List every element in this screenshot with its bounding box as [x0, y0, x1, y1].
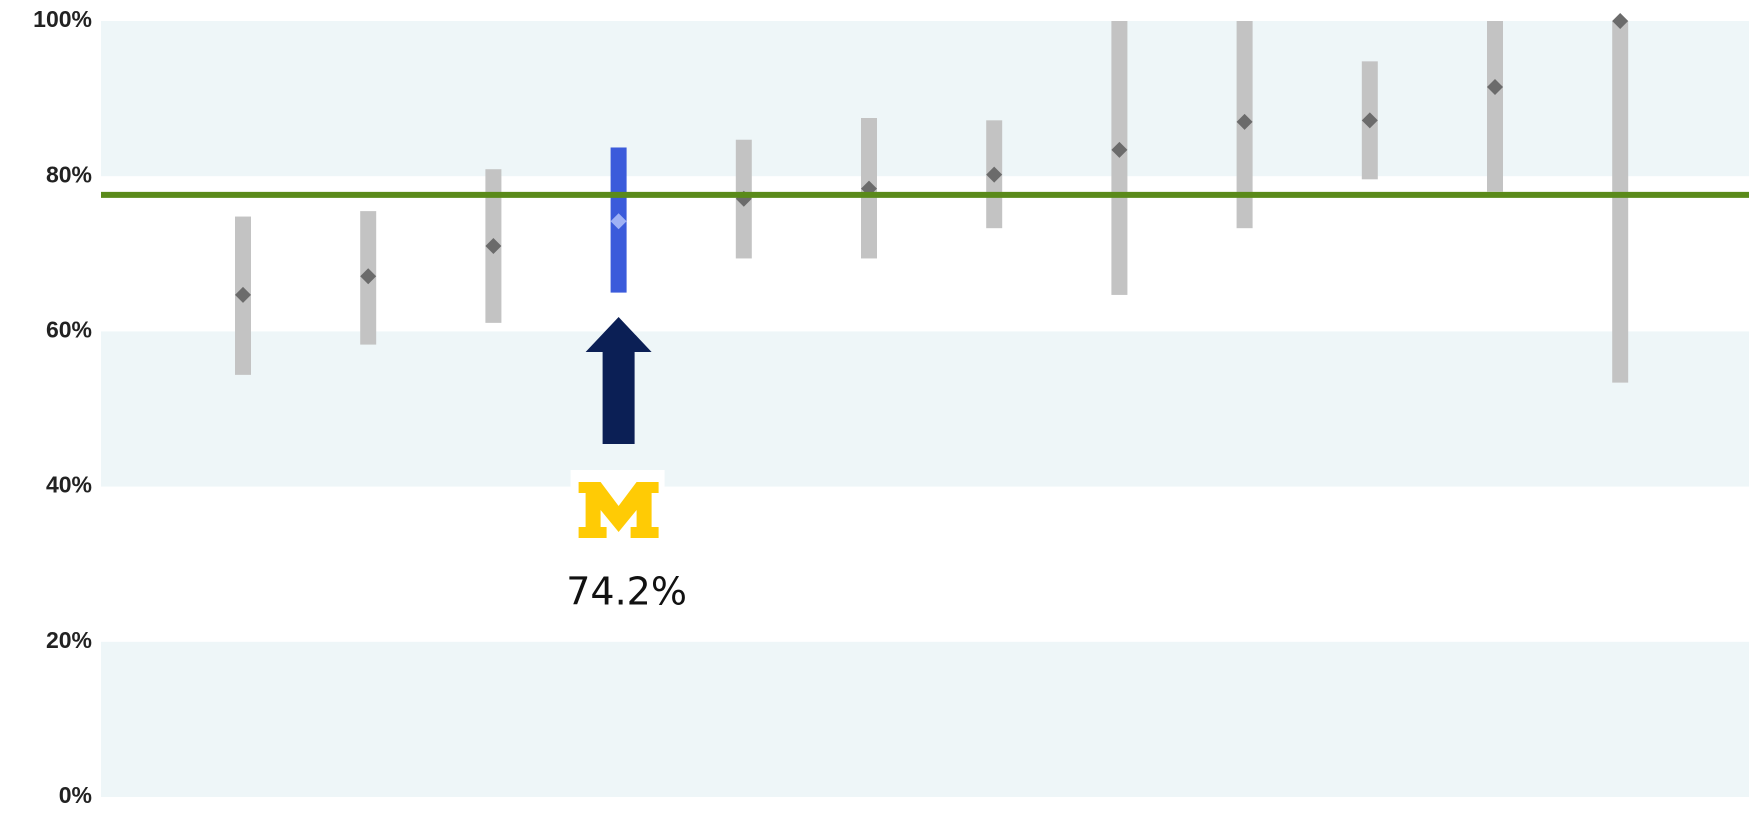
- range-bar: [1487, 21, 1503, 192]
- y-tick-label: 100%: [33, 6, 92, 32]
- dot: [610, 213, 627, 230]
- dot: [1612, 13, 1629, 29]
- logo: [578, 482, 659, 538]
- y-tick-label: 0%: [59, 782, 92, 808]
- y-tick-label: 40%: [46, 472, 92, 498]
- dot: [1487, 78, 1503, 95]
- y-tick-label: 80%: [46, 161, 92, 187]
- dot: [485, 238, 502, 255]
- arrow: [585, 317, 652, 444]
- range-bar: [1111, 21, 1128, 295]
- dot: [986, 166, 1003, 183]
- dot: [360, 268, 377, 285]
- range-bar: [1612, 21, 1629, 383]
- y-tick-label: 20%: [46, 627, 92, 653]
- band: [101, 641, 1749, 797]
- band: [101, 331, 1749, 487]
- dot: [1111, 141, 1128, 158]
- y-tick-label: 60%: [46, 316, 92, 342]
- background-bands: [101, 21, 1749, 797]
- dot: [235, 286, 251, 303]
- annotation: 74.2%: [566, 570, 687, 614]
- dot: [1361, 112, 1378, 129]
- band: [101, 21, 1749, 177]
- dot: [1236, 113, 1253, 130]
